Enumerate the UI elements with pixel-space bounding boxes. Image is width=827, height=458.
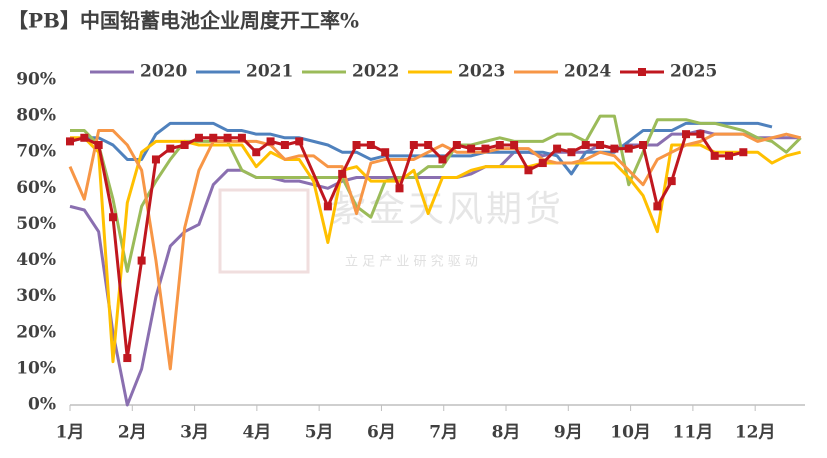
legend-label: 2025 [670,62,717,82]
point [667,177,676,186]
legend-marker [638,68,646,76]
x-tick-label: 7月 [429,423,458,443]
point [438,155,447,164]
point [725,151,734,160]
y-tick-label: 80% [16,106,56,126]
point [108,213,117,222]
point [209,133,218,142]
point [366,141,375,149]
point [481,144,490,153]
series-line [68,129,802,371]
point [424,141,433,149]
point [538,159,547,168]
point [610,144,619,153]
point [624,144,633,153]
y-tick-label: 50% [16,214,56,234]
point [524,166,533,175]
point [66,137,74,146]
x-tick-label: 12月 [735,423,776,443]
y-tick-label: 90% [16,70,56,90]
point [395,184,404,193]
point [581,141,590,149]
point [323,202,332,211]
point [567,148,576,157]
point [682,130,691,139]
x-tick-label: 4月 [242,423,271,443]
point [467,144,476,153]
point [166,144,175,153]
point [409,141,418,149]
x-tick-label: 1月 [56,423,85,443]
x-tick-label: 6月 [367,423,396,443]
watermark-sub: 立 足 产 业 研 究 驱 动 [345,255,478,270]
point [223,133,232,142]
legend-label: 2024 [564,62,611,82]
x-tick-label: 9月 [554,423,583,443]
x-tick-label: 10月 [610,423,651,443]
x-tick-label: 5月 [305,423,334,443]
point [596,141,605,149]
point [510,141,519,149]
series-line [70,136,802,364]
point [194,133,203,142]
x-tick-label: 3月 [180,423,209,443]
point [237,133,246,142]
legend-label: 2023 [458,62,505,82]
point [151,155,160,164]
point [710,151,719,160]
point [495,141,504,149]
chart-title: 【PB】中国铅蓄电池企业周度开工率% [8,9,359,33]
y-tick-label: 30% [16,286,56,306]
point [639,141,648,149]
watermark: 紫金天风期货 [330,189,564,230]
watermark-logo [218,188,310,274]
point [137,256,146,265]
point [180,141,189,149]
y-tick-label: 60% [16,178,56,198]
legend-label: 2021 [246,62,293,82]
point [739,148,748,157]
point [381,148,390,157]
y-tick-label: 70% [16,142,56,162]
point [252,148,261,157]
y-tick-label: 0% [28,395,56,415]
y-tick-label: 20% [16,322,56,342]
y-tick-label: 10% [16,358,56,378]
point [80,133,89,142]
point [452,141,461,149]
point [280,141,289,149]
x-tick-label: 8月 [492,423,521,443]
point [266,137,275,146]
point [338,169,347,178]
point [553,144,562,153]
x-tick-label: 11月 [673,423,714,443]
point [94,141,103,149]
legend-label: 2022 [352,62,399,82]
point [295,137,304,146]
point [696,130,705,139]
series-line [69,129,801,407]
x-tick-label: 2月 [118,423,147,443]
point [653,202,662,211]
point [123,354,132,363]
point [352,141,361,149]
legend-label: 2020 [140,62,187,82]
y-tick-label: 40% [16,250,56,270]
